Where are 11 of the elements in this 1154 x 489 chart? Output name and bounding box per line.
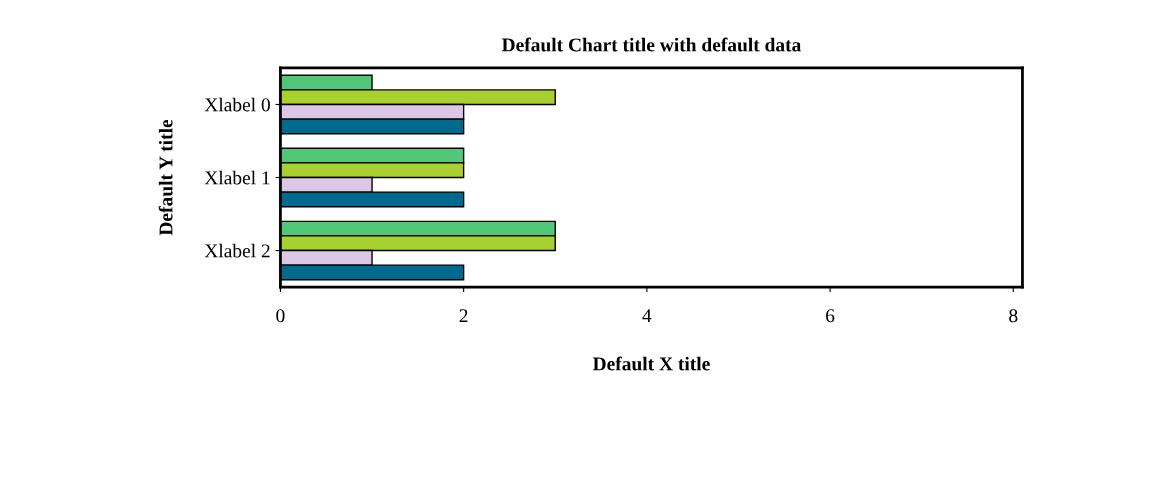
y-axis-title: Default Y title: [158, 119, 173, 236]
y-tick-label: Xlabel 1: [204, 170, 270, 185]
x-tick-label: 2: [459, 309, 468, 323]
x-tick-label: 8: [1009, 309, 1018, 323]
x-tick-label: 6: [826, 309, 835, 323]
x-tick-label: 0: [276, 309, 285, 323]
chart-title: Default Chart title with default data: [501, 37, 802, 52]
x-axis-title: Default X title: [592, 356, 710, 371]
x-tick-label: 4: [642, 309, 652, 323]
y-tick-label: Xlabel 0: [204, 97, 270, 112]
y-tick-label: Xlabel 2: [204, 243, 270, 258]
